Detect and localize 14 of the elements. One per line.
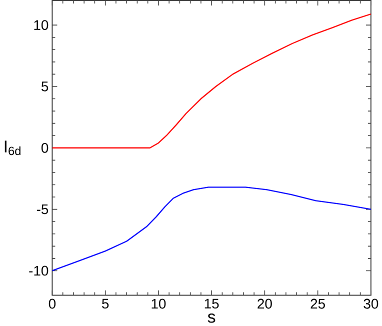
x-tick-label: 20 [258, 298, 272, 309]
y-tick-label: -5 [36, 204, 48, 214]
x-tick-label: 25 [310, 298, 325, 309]
x-tick-label: 10 [152, 298, 166, 309]
x-tick-label: 5 [102, 298, 109, 309]
x-tick-label: 15 [204, 298, 219, 309]
y-tick-label: 5 [42, 82, 48, 92]
x-tick-label: 0 [48, 298, 56, 309]
y-tick-label: -10 [29, 266, 48, 276]
x-tick-label: 30 [364, 298, 378, 309]
y-tick-label: 10 [34, 20, 48, 30]
x-axis-title: s [208, 313, 216, 323]
y-axis-title: I$_{6d}$ [4, 140, 20, 156]
y-tick-label: 0 [41, 142, 48, 153]
